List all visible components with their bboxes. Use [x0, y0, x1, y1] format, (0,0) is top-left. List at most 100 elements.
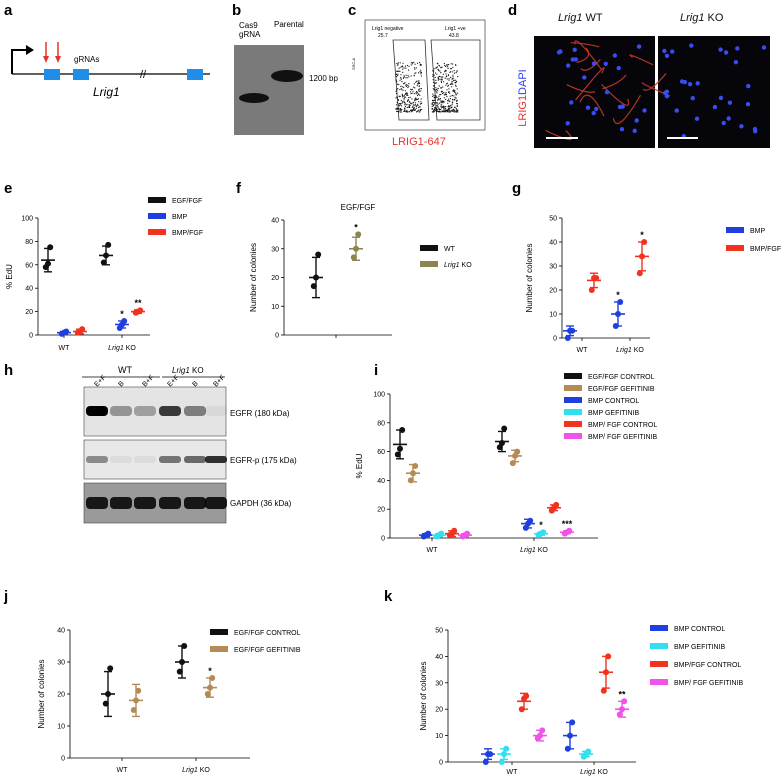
legend-swatch	[726, 245, 744, 251]
legend-label: BMP/FGF CONTROL	[674, 662, 741, 669]
y-tick-label: 60	[25, 262, 33, 269]
band-gapdh	[184, 497, 206, 509]
significance-marker: *	[208, 666, 212, 676]
data-point	[616, 711, 623, 718]
data-point	[501, 751, 507, 758]
significance-marker: **	[134, 298, 142, 308]
if-title-wt: Lrig1 WT	[558, 12, 603, 24]
data-point	[100, 259, 107, 266]
y-tick-label: 10	[271, 304, 279, 311]
gate-right-label: Lrig1 +ve	[445, 26, 466, 32]
panel-label-h: h	[4, 362, 14, 379]
significance-marker: *	[120, 309, 124, 319]
y-axis-label: % EdU	[355, 453, 364, 478]
data-point	[619, 706, 625, 713]
blot-lane-label: B+F	[212, 374, 226, 388]
if-image-ko	[658, 36, 770, 148]
chart-e: 0 20 40 60 80 100 % EdU WT Lrig1 KO EGF/FGF BMP BMP…	[5, 197, 203, 352]
data-point	[518, 706, 525, 713]
chart-k: 0 10 20 30 40 50 Number of colonies WT Lrig1 KO B…	[419, 625, 744, 776]
legend-label: BMP	[750, 228, 766, 235]
data-point	[499, 439, 505, 446]
svg-text:LRIG1DAPI: LRIG1DAPI	[517, 69, 529, 126]
data-point	[204, 691, 211, 697]
panel-label-f: f	[236, 180, 241, 197]
y-tick-label: 80	[377, 420, 385, 427]
band-egfr	[159, 406, 181, 416]
legend-label: BMP CONTROL	[674, 626, 725, 633]
data-point	[451, 527, 458, 534]
legend-swatch	[650, 625, 668, 631]
data-point	[137, 307, 144, 314]
data-point	[412, 463, 419, 469]
x-tick-label: WT	[577, 347, 589, 354]
y-tick-label: 0	[439, 760, 443, 767]
band-egfr	[184, 406, 206, 416]
band-egfr-p	[159, 456, 181, 463]
legend-swatch	[210, 629, 228, 635]
data-point	[593, 275, 600, 281]
immunofluorescence-images: LRIG1DAPI	[517, 36, 770, 148]
x-tick-label: Lrig1 KO	[616, 347, 644, 354]
data-point	[105, 691, 111, 697]
data-point	[612, 323, 619, 329]
y-tick-label: 10	[435, 733, 443, 740]
chart-i: 0 20 40 60 80 100 % EdU WT Lrig1 KO EGF/FGF CONTR…	[355, 373, 658, 554]
legend-label: BMP/ FGF GEFITINIB	[674, 680, 744, 687]
x-tick-label: Lrig1 KO	[108, 345, 136, 352]
y-tick-label: 20	[435, 707, 443, 714]
grna-label: gRNAs	[74, 55, 99, 64]
genotyping-gel: Cas9 gRNA Parental 1200 bp	[234, 20, 338, 135]
significance-marker: *	[640, 230, 644, 240]
data-point	[509, 460, 516, 467]
y-tick-label: 80	[25, 239, 33, 246]
y-tick-label: 0	[61, 756, 65, 763]
data-point	[355, 231, 362, 238]
data-point	[181, 643, 188, 649]
gate-positive	[430, 39, 481, 121]
legend-label: EGF/FGF	[172, 198, 202, 205]
data-point	[482, 759, 489, 765]
y-tick-label: 30	[549, 264, 557, 271]
legend-swatch	[564, 409, 582, 415]
y-tick-label: 0	[275, 333, 279, 340]
x-tick-label: WT	[507, 769, 519, 776]
gel-lane-2-label: Parental	[274, 20, 304, 29]
blot-lane-label: E+F	[93, 374, 107, 388]
legend-label: BMP/FGF	[750, 246, 781, 253]
flow-yaxis-label: SSC-A	[351, 57, 356, 70]
panel-label-c: c	[348, 2, 357, 19]
band-egfr-p	[205, 456, 227, 463]
band-gapdh	[159, 497, 181, 509]
if-stain-dapi: DAPI	[517, 69, 529, 95]
data-point	[487, 751, 494, 758]
significance-marker: *	[354, 222, 358, 232]
chart-g: 0 10 20 30 40 50 Number of colonies WT Lrig1 KO B…	[525, 216, 781, 355]
legend-swatch	[420, 245, 438, 251]
data-point	[79, 326, 86, 333]
y-tick-label: 30	[271, 246, 279, 253]
data-point	[564, 745, 571, 752]
data-point	[540, 529, 547, 536]
y-tick-label: 0	[29, 333, 33, 340]
exon-2	[73, 69, 89, 80]
y-tick-label: 20	[271, 275, 279, 282]
blot-label-egfr: EGFR (180 kDa)	[230, 409, 290, 418]
data-point	[394, 451, 401, 458]
data-point	[407, 477, 414, 484]
y-axis-label: Number of colonies	[37, 660, 46, 729]
data-point	[553, 501, 560, 508]
legend-label: BMP	[172, 214, 188, 221]
band-egfr-p	[134, 456, 156, 463]
y-tick-label: 40	[435, 654, 443, 661]
data-point	[641, 239, 648, 245]
legend-swatch	[148, 213, 166, 219]
band-egfr-p	[86, 456, 108, 463]
y-tick-label: 20	[57, 692, 65, 699]
legend-label: BMP/ FGF CONTROL	[588, 422, 657, 429]
gel-size-label: 1200 bp	[309, 74, 338, 83]
y-tick-label: 10	[57, 724, 65, 731]
chart-title: EGF/FGF	[341, 203, 376, 212]
data-point	[585, 748, 592, 755]
data-point	[399, 427, 406, 433]
